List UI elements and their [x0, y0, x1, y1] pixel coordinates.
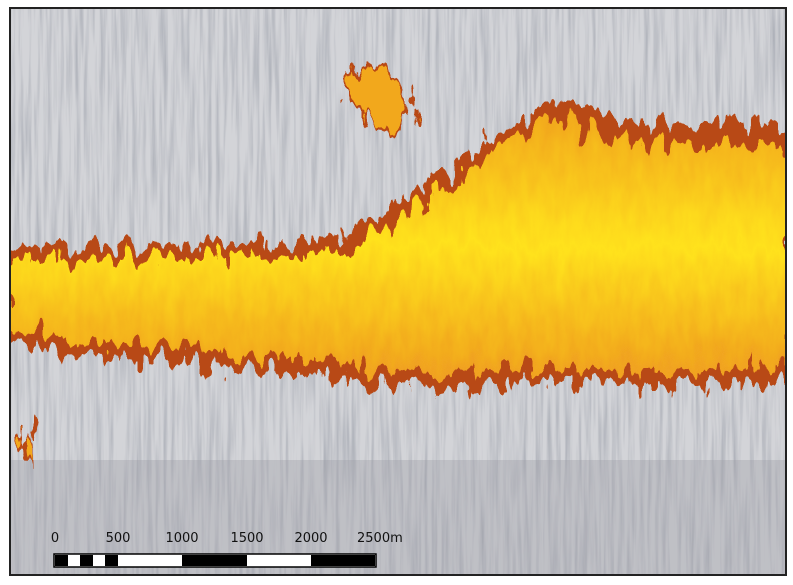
- scale-label: 1000: [165, 531, 198, 546]
- scale-label: 2000: [294, 531, 327, 546]
- map-frame: [9, 7, 787, 576]
- scale-label: 1500: [230, 531, 263, 546]
- scale-label: 500: [106, 531, 131, 546]
- scale-bar: 0 500 1000 1500 2000 2500m: [51, 531, 403, 568]
- attribute-map: [10, 8, 786, 575]
- scale-label: 2500m: [357, 531, 403, 546]
- scale-label: 0: [51, 531, 59, 546]
